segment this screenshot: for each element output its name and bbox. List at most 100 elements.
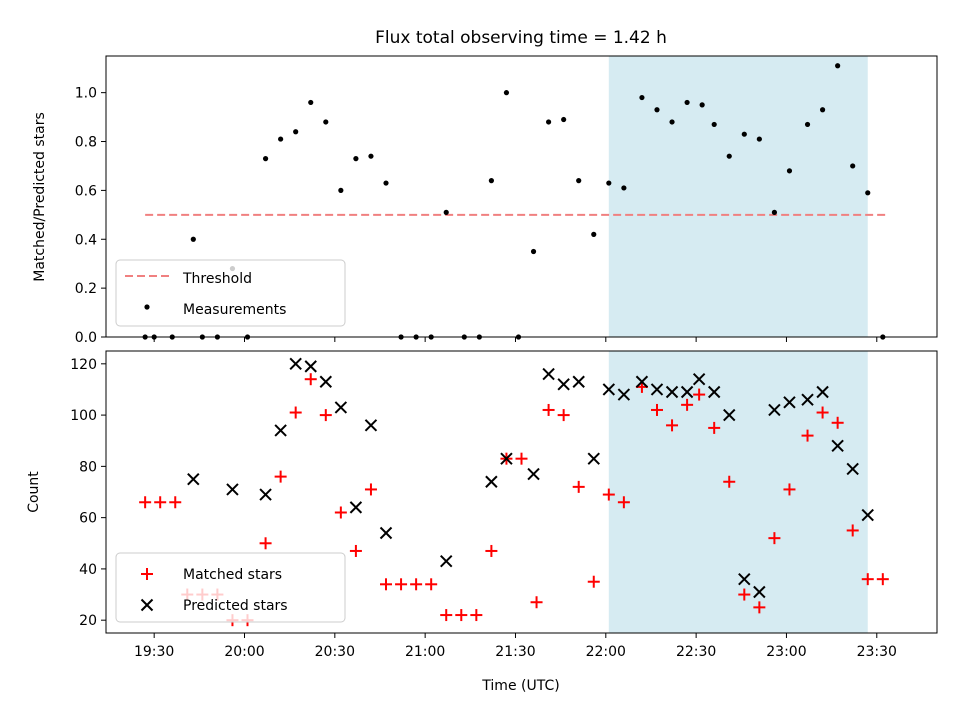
predicted-star-point xyxy=(707,385,721,399)
x-axis-ticks: 19:30 20:00 20:30 21:00 21:30 22:00 22:30 23:00… xyxy=(134,633,897,660)
x-tick: 22:00 xyxy=(586,633,626,660)
measurement-point xyxy=(711,121,717,128)
y-tick-label: 0.0 xyxy=(75,330,97,346)
measurement-point xyxy=(865,190,871,196)
predicted-star-point xyxy=(783,396,796,409)
y-tick-label: 0.6 xyxy=(75,183,97,199)
measurement-point xyxy=(443,209,449,215)
predicted-star-point xyxy=(753,585,766,599)
measurement-point xyxy=(835,63,841,69)
matched-star-point xyxy=(846,524,859,537)
predicted-star-point xyxy=(831,439,844,453)
matched-star-point xyxy=(681,398,694,411)
legend-threshold-label: Threshold xyxy=(182,271,252,287)
legend-predicted-swatch xyxy=(140,598,154,612)
matched-star-point xyxy=(617,496,630,509)
matched-star-point xyxy=(861,573,874,586)
highlight-span xyxy=(608,351,868,633)
x-tick: 22:30 xyxy=(676,633,716,660)
y-axis-label: Matched/Predicted stars xyxy=(32,112,48,282)
y-tick: 100 xyxy=(70,408,106,424)
measurement-point xyxy=(699,102,705,108)
predicted-star-point xyxy=(587,452,600,465)
predicted-star-point xyxy=(723,408,736,422)
y-tick-label: 80 xyxy=(79,459,97,475)
measurement-point xyxy=(190,236,196,242)
measurement-point xyxy=(576,178,582,184)
matched-star-point xyxy=(319,409,332,422)
predicted-star-point xyxy=(274,424,287,437)
measurement-point xyxy=(338,187,344,193)
measurement-point xyxy=(561,116,567,123)
predicted-star-point xyxy=(304,360,317,373)
matched-star-point xyxy=(831,416,844,429)
predicted-star-point xyxy=(440,555,453,568)
matched-star-point xyxy=(816,406,829,419)
measurement-point xyxy=(503,90,510,96)
y-tick-label: 20 xyxy=(79,613,97,629)
x-tick: 19:30 xyxy=(134,633,174,660)
y-axis-label: Count xyxy=(26,471,42,513)
y-tick-label: 0.4 xyxy=(75,232,97,248)
predicted-star-point xyxy=(665,385,679,399)
measurement-point xyxy=(850,163,856,169)
x-tick: 20:00 xyxy=(224,633,265,660)
y-tick: 80 xyxy=(79,459,106,475)
x-tick: 23:30 xyxy=(857,633,897,660)
predicted-star-point xyxy=(379,526,393,540)
matched-star-point xyxy=(542,403,555,416)
matched-star-point xyxy=(364,483,377,496)
matched-star-point xyxy=(515,452,528,465)
predicted-star-point xyxy=(349,501,363,514)
measurement-point xyxy=(353,156,359,162)
y-tick: 1.0 xyxy=(75,86,106,102)
measurement-point xyxy=(684,99,690,106)
y-tick: 120 xyxy=(70,357,106,373)
measurement-point xyxy=(368,153,374,159)
legend: Matched stars Predicted stars xyxy=(115,552,346,623)
matched-star-point xyxy=(738,588,751,601)
x-tick-label: 22:30 xyxy=(676,644,716,660)
measurement-point xyxy=(756,136,762,142)
measurement-point xyxy=(741,131,747,137)
x-tick-label: 23:30 xyxy=(857,644,897,660)
matched-star-point xyxy=(708,421,721,434)
matched-star-point xyxy=(801,429,814,442)
matched-star-point xyxy=(289,406,302,419)
predicted-star-point xyxy=(692,372,706,386)
measurement-point xyxy=(278,136,284,142)
y-tick: 0.4 xyxy=(75,232,106,248)
predicted-star-point xyxy=(187,472,200,486)
matched-star-point xyxy=(304,373,317,386)
y-tick-label: 0.2 xyxy=(75,281,97,297)
measurement-point xyxy=(262,156,269,162)
y-axis-ticks: 0.0 0.2 0.4 0.6 0.8 1.0 xyxy=(75,86,106,346)
matched-star-point xyxy=(455,609,468,622)
matched-star-point xyxy=(169,496,182,509)
ratio-panel: 0.0 0.2 0.4 0.6 0.8 1.0 Matched/Predicted sta… xyxy=(32,55,938,346)
matched-star-point xyxy=(380,578,393,591)
x-axis-ticks xyxy=(153,337,878,342)
measurement-point xyxy=(726,153,732,159)
matched-star-point xyxy=(425,578,438,591)
predicted-star-point xyxy=(801,393,814,406)
x-tick-label: 21:30 xyxy=(495,644,535,660)
predicted-stars-points xyxy=(187,357,874,599)
x-tick-label: 21:00 xyxy=(405,644,445,660)
y-tick: 0.2 xyxy=(75,281,106,297)
measurement-point xyxy=(669,119,675,125)
predicted-star-point xyxy=(816,385,829,399)
measurement-point xyxy=(323,119,329,125)
x-tick: 23:00 xyxy=(766,633,807,660)
predicted-star-point xyxy=(259,488,272,501)
matched-star-point xyxy=(395,578,408,591)
matched-star-point xyxy=(470,609,483,622)
x-tick-label: 22:00 xyxy=(586,644,626,660)
matched-star-point xyxy=(693,388,706,401)
x-tick-label: 20:00 xyxy=(224,644,264,660)
legend-box xyxy=(115,259,346,327)
legend-matched-label: Matched stars xyxy=(183,567,282,583)
predicted-star-point xyxy=(527,467,540,481)
measurement-point xyxy=(383,180,389,186)
